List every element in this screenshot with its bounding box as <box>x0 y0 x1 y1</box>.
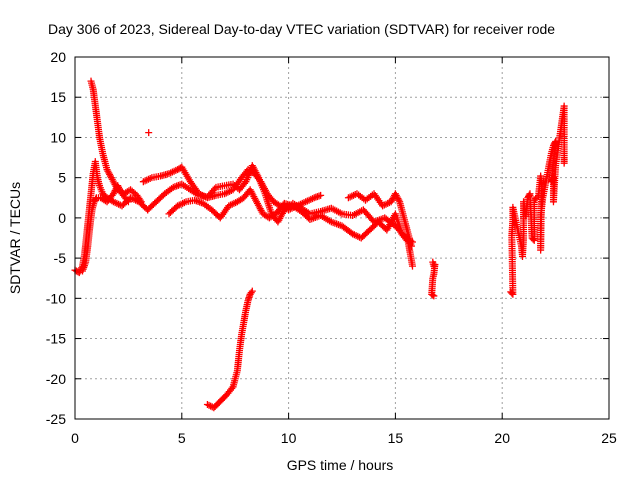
y-axis-label: SDTVAR / TECUs <box>7 182 23 294</box>
data-point <box>228 384 236 392</box>
series-cluster-17h <box>428 258 439 300</box>
data-point <box>395 196 403 204</box>
data-point <box>124 198 132 206</box>
data-point <box>205 401 213 409</box>
data-point <box>430 292 438 300</box>
data-point <box>137 198 145 206</box>
data-point <box>247 289 255 297</box>
y-tick-label: -25 <box>46 411 66 427</box>
x-tick-label: 20 <box>494 430 510 446</box>
y-tick-label: 0 <box>58 210 66 226</box>
series-lower-branch <box>78 182 132 275</box>
x-tick-label: 5 <box>178 430 186 446</box>
data-point <box>408 262 416 270</box>
data-point <box>203 401 211 409</box>
y-tick-label: 15 <box>50 89 66 105</box>
data-point <box>529 235 537 243</box>
data-point <box>248 287 256 295</box>
series-dip-curve <box>203 287 256 412</box>
data-point <box>560 159 568 167</box>
x-axis-label: GPS time / hours <box>287 457 394 473</box>
x-tick-label: 0 <box>71 430 79 446</box>
grid <box>75 57 609 419</box>
data-point <box>123 196 131 204</box>
chart-title: Day 306 of 2023, Sidereal Day-to-day VTE… <box>48 21 555 37</box>
data-point <box>241 179 249 187</box>
data-point <box>75 269 83 277</box>
plot-frame <box>74 56 610 420</box>
x-tick-label: 25 <box>601 430 617 446</box>
data-point <box>136 196 144 204</box>
series-early-peak <box>87 77 145 206</box>
data-series <box>71 77 568 412</box>
y-tick-label: -20 <box>46 371 66 387</box>
series-outlier-a <box>145 129 153 137</box>
y-tick-label: 5 <box>58 170 66 186</box>
y-tick-label: 20 <box>50 49 66 65</box>
data-point <box>211 185 219 193</box>
data-point <box>145 129 153 137</box>
y-tick-label: -15 <box>46 331 66 347</box>
series-late-scatter <box>507 102 568 298</box>
x-tick-label: 10 <box>281 430 297 446</box>
data-point <box>429 291 437 299</box>
series-mid-right <box>344 190 415 250</box>
data-point <box>407 242 415 250</box>
data-point <box>317 191 325 199</box>
axes: 20 15 10 5 0 -5 -10 -15 -20 -25 0 5 10 15 20 25 <box>46 49 617 446</box>
y-tick-label: 10 <box>50 129 66 145</box>
y-tick-label: -5 <box>54 250 67 266</box>
x-tick-label: 15 <box>388 430 404 446</box>
data-point <box>508 289 516 297</box>
y-tick-label: -10 <box>46 290 66 306</box>
